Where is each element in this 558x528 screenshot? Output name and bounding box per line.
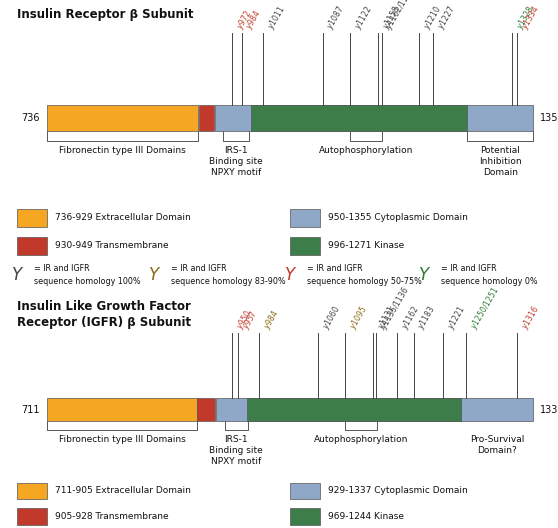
Bar: [198, 398, 215, 421]
Bar: [46, 105, 198, 130]
Text: Potential
Inhibition
Domain: Potential Inhibition Domain: [479, 146, 522, 176]
Bar: [290, 237, 320, 255]
Text: $\it{y}$1227: $\it{y}$1227: [434, 4, 458, 32]
Text: sequence homology 100%: sequence homology 100%: [34, 277, 141, 286]
Text: $\it{y}$1328: $\it{y}$1328: [514, 4, 538, 32]
Bar: [290, 508, 320, 524]
Text: $\it{y}$950: $\it{y}$950: [234, 307, 256, 332]
Text: 711: 711: [22, 404, 40, 414]
Bar: [17, 508, 46, 524]
Text: $\it{y}$1210: $\it{y}$1210: [421, 3, 445, 32]
Bar: [290, 483, 320, 499]
Text: $\it{y}$1011: $\it{y}$1011: [264, 4, 288, 32]
Text: 996-1271 Kinase: 996-1271 Kinase: [328, 241, 405, 250]
Bar: [251, 105, 467, 130]
Bar: [216, 398, 533, 421]
Text: $\it{y}$1250/1251: $\it{y}$1250/1251: [467, 284, 502, 332]
Text: = IR and IGFR: = IR and IGFR: [441, 263, 497, 272]
Text: = IR and IGFR: = IR and IGFR: [171, 263, 227, 272]
Text: $\it{y}$1087: $\it{y}$1087: [324, 4, 348, 32]
Text: Pro-Survival
Domain?: Pro-Survival Domain?: [470, 435, 525, 455]
Text: $\it{Y}$: $\it{Y}$: [11, 266, 25, 284]
Text: 1355: 1355: [540, 113, 558, 123]
Text: Insulin Receptor β Subunit: Insulin Receptor β Subunit: [17, 8, 193, 21]
Text: 736: 736: [22, 113, 40, 123]
Text: $\it{Y}$: $\it{Y}$: [285, 266, 298, 284]
Text: Autophosphorylation: Autophosphorylation: [314, 435, 408, 444]
Text: $\it{y}$1221: $\it{y}$1221: [445, 303, 469, 332]
Text: sequence homology 0%: sequence homology 0%: [441, 277, 538, 286]
Text: sequence homology 83-90%: sequence homology 83-90%: [171, 277, 285, 286]
Text: $\it{y}$1131: $\it{y}$1131: [375, 303, 398, 332]
Bar: [17, 209, 46, 227]
Text: $\it{y}$1135/1136: $\it{y}$1135/1136: [378, 284, 413, 332]
Text: $\it{Y}$: $\it{Y}$: [148, 266, 161, 284]
Text: 969-1244 Kinase: 969-1244 Kinase: [328, 512, 404, 521]
Text: = IR and IGFR: = IR and IGFR: [307, 263, 363, 272]
Text: 736-929 Extracellular Domain: 736-929 Extracellular Domain: [55, 213, 190, 222]
Bar: [290, 209, 320, 227]
Text: 711-905 Extracellular Domain: 711-905 Extracellular Domain: [55, 486, 191, 495]
Bar: [17, 237, 46, 255]
Text: $\it{y}$1095: $\it{y}$1095: [347, 303, 371, 332]
Text: $\it{Y}$: $\it{Y}$: [418, 266, 432, 284]
Text: sequence homology 50-75%: sequence homology 50-75%: [307, 277, 422, 286]
Text: IRS-1
Binding site
NPXY motif: IRS-1 Binding site NPXY motif: [209, 435, 263, 466]
Text: Fibronectin type III Domains: Fibronectin type III Domains: [59, 146, 186, 155]
Text: $\it{y}$957: $\it{y}$957: [239, 308, 261, 332]
Text: $\it{y}$984: $\it{y}$984: [243, 7, 265, 32]
Text: $\it{y}$1162/1163: $\it{y}$1162/1163: [383, 0, 418, 32]
Text: $\it{y}$1316: $\it{y}$1316: [518, 303, 542, 332]
Text: $\it{y}$972: $\it{y}$972: [234, 8, 255, 32]
Text: Insulin Like Growth Factor
Receptor (IGFR) β Subunit: Insulin Like Growth Factor Receptor (IGF…: [17, 300, 191, 329]
Text: Autophosphorylation: Autophosphorylation: [319, 146, 413, 155]
Bar: [199, 105, 214, 130]
Text: $\it{y}$1060: $\it{y}$1060: [320, 303, 344, 332]
Text: $\it{y}$1334: $\it{y}$1334: [518, 3, 542, 32]
Bar: [46, 398, 198, 421]
Bar: [215, 105, 533, 130]
Bar: [17, 483, 46, 499]
Text: Fibronectin type III Domains: Fibronectin type III Domains: [59, 435, 185, 444]
Text: 950-1355 Cytoplasmic Domain: 950-1355 Cytoplasmic Domain: [328, 213, 468, 222]
Text: $\it{y}$1162: $\it{y}$1162: [399, 303, 423, 332]
Text: 905-928 Transmembrane: 905-928 Transmembrane: [55, 512, 169, 521]
Text: 929-1337 Cytoplasmic Domain: 929-1337 Cytoplasmic Domain: [328, 486, 468, 495]
Text: $\it{y}$984: $\it{y}$984: [261, 307, 282, 332]
Text: = IR and IGFR: = IR and IGFR: [34, 263, 90, 272]
Text: $\it{y}$1183: $\it{y}$1183: [415, 303, 439, 332]
Text: $\it{y}$1158: $\it{y}$1158: [380, 4, 404, 32]
Text: $\it{y}$1122: $\it{y}$1122: [352, 4, 376, 32]
Bar: [247, 398, 461, 421]
Text: 930-949 Transmembrane: 930-949 Transmembrane: [55, 241, 169, 250]
Text: 1337: 1337: [540, 404, 558, 414]
Text: IRS-1
Binding site
NPXY motif: IRS-1 Binding site NPXY motif: [209, 146, 263, 176]
